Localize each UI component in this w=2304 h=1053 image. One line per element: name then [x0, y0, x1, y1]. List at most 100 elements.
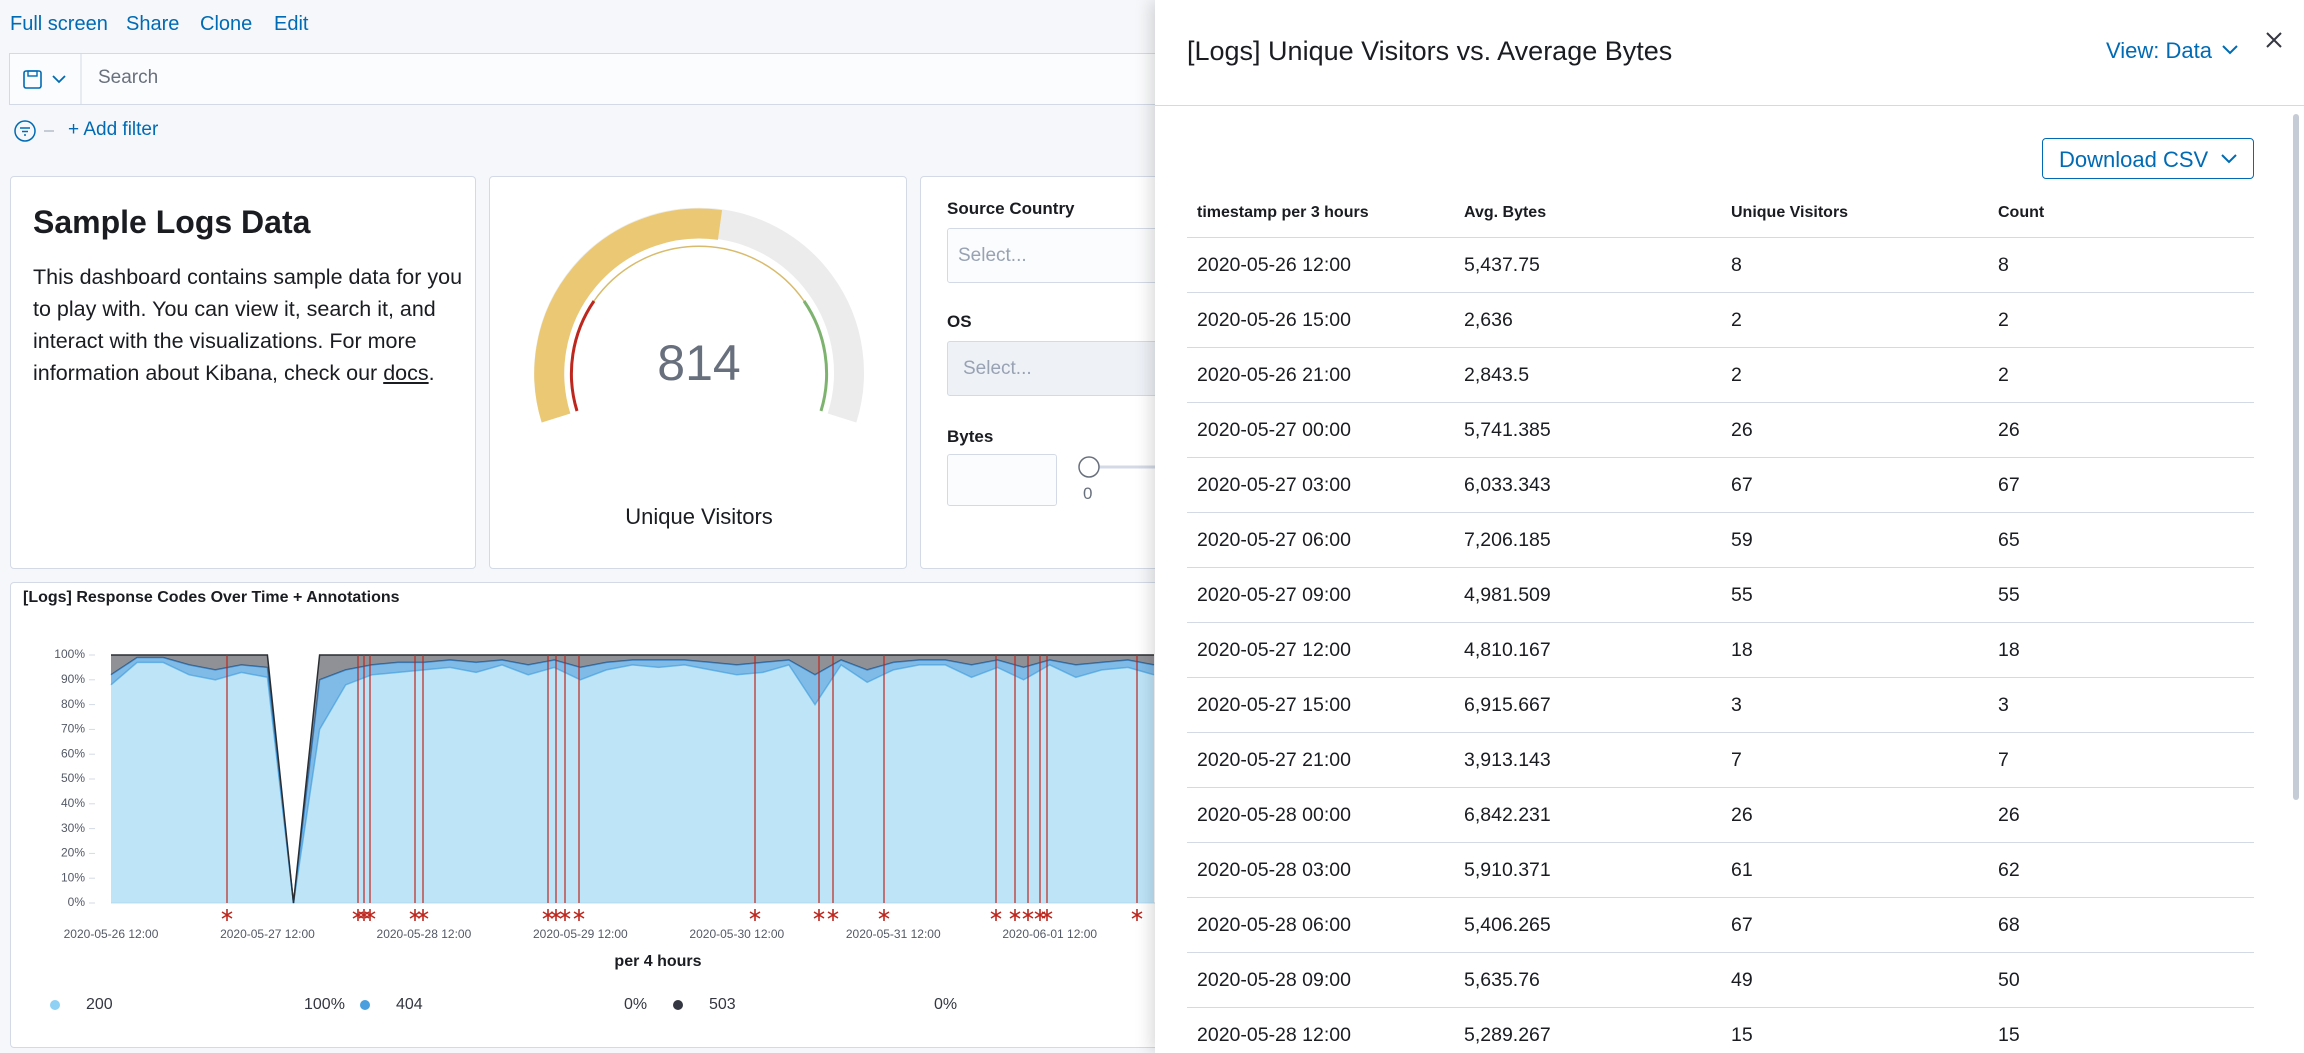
annotation-marker[interactable]: [1041, 909, 1053, 921]
nav-link[interactable]: Edit: [274, 13, 309, 35]
x-tick-label: 2020-05-29 12:00: [533, 927, 628, 941]
divider: [1155, 105, 2304, 106]
column-header: timestamp per 3 hours: [1197, 204, 1369, 221]
download-csv-button[interactable]: Download CSV: [2042, 138, 2254, 179]
table-row: 2020-05-26 21:00 2,843.5 2 2: [1187, 348, 2254, 403]
legend-name[interactable]: 503: [709, 996, 736, 1013]
gauge-band-yellow: [593, 245, 805, 302]
annotation-marker[interactable]: [409, 909, 421, 921]
annotation-marker[interactable]: [1034, 909, 1046, 921]
table-cell: 5,289.267: [1464, 1024, 1551, 1046]
nav-link[interactable]: Clone: [200, 13, 253, 35]
close-button[interactable]: [2262, 28, 2286, 52]
search-placeholder: Search: [98, 67, 159, 88]
table-cell: 2020-05-28 09:00: [1197, 969, 1351, 991]
annotation-marker[interactable]: [550, 909, 562, 921]
annotation-marker[interactable]: [559, 909, 571, 921]
table-cell: 55: [1998, 584, 2020, 606]
markdown-end: .: [428, 361, 435, 385]
table-cell: 49: [1731, 969, 1753, 991]
table-row: 2020-05-28 09:00 5,635.76 49 50: [1187, 953, 2254, 1008]
nav-link[interactable]: Share: [126, 13, 180, 35]
gauge-value: 814: [657, 335, 740, 391]
annotation-marker[interactable]: [1131, 909, 1143, 921]
legend-dot: [360, 1000, 370, 1010]
y-tick-label: 70%: [61, 722, 85, 736]
view-label: View: Data: [2106, 38, 2212, 63]
table-cell: 67: [1731, 474, 1753, 496]
x-tick-label: 2020-05-30 12:00: [689, 927, 784, 941]
table-cell: 2020-05-28 00:00: [1197, 804, 1351, 826]
annotation-marker[interactable]: [352, 909, 364, 921]
table-cell: 55: [1731, 584, 1753, 606]
annotation-marker[interactable]: [358, 909, 370, 921]
markdown-text: This dashboard contains sample data for …: [33, 261, 463, 389]
table-cell: 59: [1731, 529, 1753, 551]
scrollbar[interactable]: [2293, 114, 2299, 800]
slider-handle[interactable]: [1078, 456, 1100, 478]
table-cell: 67: [1998, 474, 2020, 496]
y-tick-label: 50%: [61, 771, 85, 785]
table-cell: 68: [1998, 914, 2020, 936]
table-cell: 2: [1998, 309, 2009, 331]
area: [111, 662, 1154, 903]
table-cell: 15: [1998, 1024, 2020, 1046]
table-cell: 5,741.385: [1464, 419, 1551, 441]
table-cell: 50: [1998, 969, 2020, 991]
gauge: 814 Unique Visitors: [534, 207, 864, 529]
chart-title: [Logs] Response Codes Over Time + Annota…: [23, 589, 400, 606]
x-tick-label: 2020-05-28 12:00: [377, 927, 472, 941]
table-cell: 26: [1998, 419, 2020, 441]
y-tick-label: 80%: [61, 697, 85, 711]
download-chevron: [2221, 154, 2237, 164]
table-cell: 61: [1731, 859, 1753, 881]
annotation-marker[interactable]: [813, 909, 825, 921]
annotation-marker[interactable]: [749, 909, 761, 921]
slider-min: 0: [1083, 484, 1093, 503]
view-chevron[interactable]: [2220, 42, 2240, 58]
view-selector[interactable]: View: Data: [2106, 38, 2212, 64]
legend-name[interactable]: 404: [396, 996, 423, 1013]
y-tick-label: 40%: [61, 796, 85, 810]
y-tick-label: 10%: [61, 870, 85, 884]
table-cell: 2020-05-28 12:00: [1197, 1024, 1351, 1046]
saved-query-button[interactable]: [10, 54, 82, 104]
range-input[interactable]: [947, 454, 1057, 506]
annotation-marker[interactable]: [878, 909, 890, 921]
annotation-marker[interactable]: [221, 909, 233, 921]
search-bar[interactable]: Search: [9, 53, 1209, 105]
select-placeholder: Select...: [963, 358, 1032, 379]
table-cell: 3: [1731, 694, 1742, 716]
nav-link[interactable]: Full screen: [10, 13, 108, 35]
add-filter[interactable]: + Add filter: [68, 119, 159, 140]
table-cell: 3,913.143: [1464, 749, 1551, 771]
annotation-marker[interactable]: [1022, 909, 1034, 921]
table-row: 2020-05-26 15:00 2,636 2 2: [1187, 293, 2254, 348]
legend-name[interactable]: 200: [86, 996, 113, 1013]
markdown-body: This dashboard contains sample data for …: [33, 265, 463, 385]
x-tick-label: 2020-05-27 12:00: [220, 927, 315, 941]
annotation-marker[interactable]: [364, 909, 376, 921]
table-cell: 67: [1731, 914, 1753, 936]
annotation-marker[interactable]: [1009, 909, 1021, 921]
data-table: timestamp per 3 hours Avg. Bytes Unique Vi…: [1187, 196, 2254, 1053]
annotation-marker[interactable]: [827, 909, 839, 921]
annotation-marker[interactable]: [417, 909, 429, 921]
table-cell: 2: [1731, 309, 1742, 331]
docs-link[interactable]: docs: [383, 361, 429, 385]
annotation-marker[interactable]: [573, 909, 585, 921]
annotation-marker[interactable]: [990, 909, 1002, 921]
gauge-band-red: [569, 300, 596, 412]
table-row: 2020-05-28 00:00 6,842.231 26 26: [1187, 788, 2254, 843]
table-cell: 2: [1731, 364, 1742, 386]
table-cell: 2020-05-27 03:00: [1197, 474, 1351, 496]
gauge-band-green: [802, 300, 829, 412]
markdown-panel: Sample Logs Data This dashboard contains…: [10, 176, 476, 569]
y-tick-label: 20%: [61, 846, 85, 860]
annotation-marker[interactable]: [542, 909, 554, 921]
table-cell: 7: [1731, 749, 1742, 771]
table-cell: 18: [1998, 639, 2020, 661]
filter-icon[interactable]: [12, 119, 56, 143]
table-cell: 2,636: [1464, 309, 1513, 331]
